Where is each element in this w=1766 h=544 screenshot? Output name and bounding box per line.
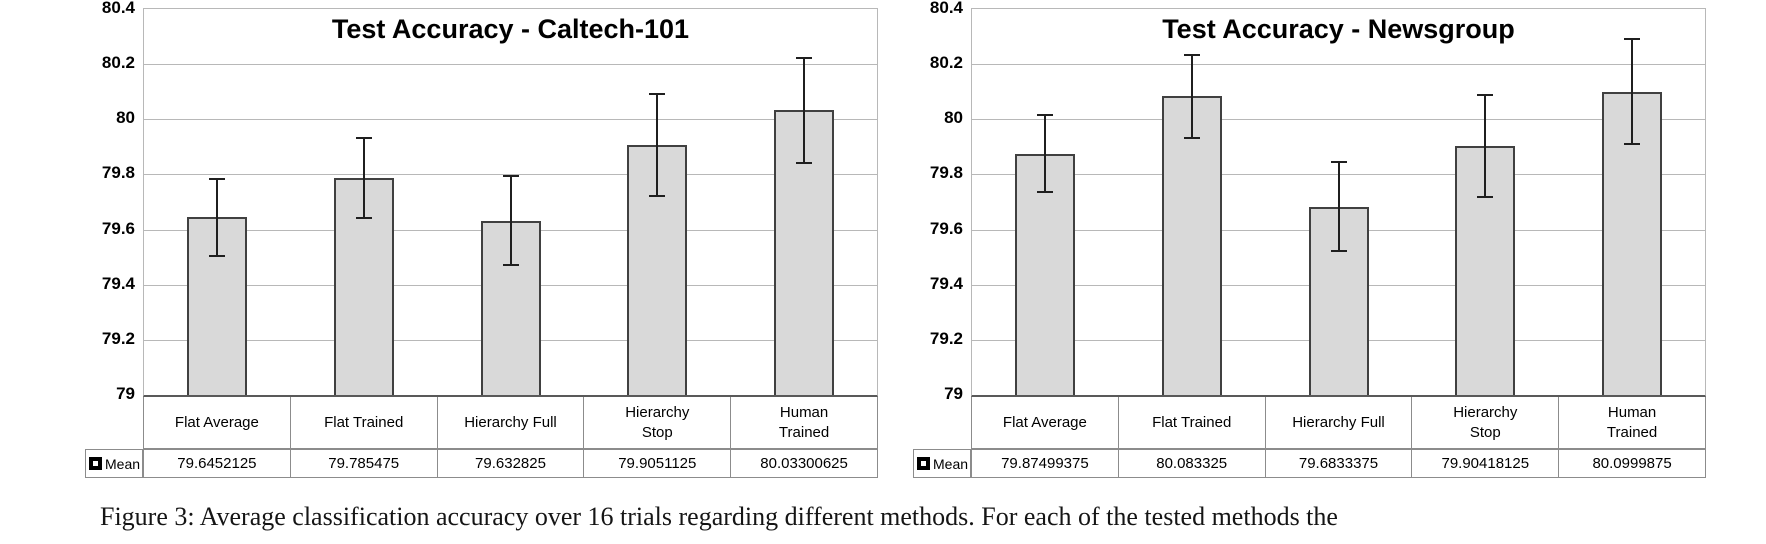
mean-value-cell: 80.03300625 [760,455,848,472]
bar [773,110,834,395]
plot-area [143,8,878,397]
category-label-cell: Flat Average [144,397,291,448]
error-bar [656,94,659,197]
category-label-cell: Hierarchy Stop [1412,397,1560,448]
chart-newsgroup: Test Accuracy - Newsgroup 80.4 80.2 80 79.8… [913,0,1713,482]
mean-value-cell: 79.785475 [291,450,438,477]
y-axis-tick-label: 79.8 [101,163,135,183]
mean-row: 79.6452125 79.785475 79.632825 79.9051125 80… [143,449,878,478]
mean-value-cell: 80.083325 [1119,450,1266,477]
error-bar [216,178,219,256]
error-bar-cap [649,93,666,96]
mean-value-cell: 79.6833375 [1266,450,1413,477]
y-axis-tick-label: 79.2 [101,328,135,348]
category-label-cell: Hierarchy Full [438,397,585,448]
plot-area [971,8,1706,397]
y-axis-tick-label: 79.8 [929,163,963,183]
category-label-cell: Human Trained [1606,404,1658,441]
gridline [972,64,1705,65]
chart-title: Test Accuracy - Newsgroup [1162,14,1515,44]
legend-key-icon [917,457,930,470]
error-bar [1337,162,1340,251]
error-bar-cap [209,177,226,180]
error-bar-cap [1183,136,1200,139]
error-bar [1044,115,1047,193]
mean-value-cell: 79.90418125 [1412,450,1560,477]
error-bar [1484,94,1487,197]
error-bar-cap [1330,161,1347,164]
bar [1161,96,1222,395]
error-bar-cap [1183,53,1200,56]
category-label-cell: Flat Trained [291,397,438,448]
y-axis-tick-label: 80.4 [101,0,135,17]
y-axis: 80.4 80.2 80 79.8 79.6 79.4 79.2 79 [913,0,963,403]
legend-key-inner [93,461,98,466]
y-axis-tick-label: 79.6 [929,218,963,238]
error-bar-cap [1037,191,1054,194]
legend-label: Mean [933,455,969,472]
mean-row: 79.87499375 80.083325 79.6833375 79.9041812… [971,449,1706,478]
gridline [972,119,1705,120]
charts-row: Test Accuracy - Caltech-101 80.4 80.2 80 79… [85,0,1713,482]
category-label-cell: Human Trained [778,404,830,441]
legend-key-inner [921,461,926,466]
mean-value-cell: 79.632825 [438,450,585,477]
gridline [144,119,877,120]
error-bar [1630,39,1633,145]
bar [1455,145,1516,395]
mean-value-cell: 80.0999875 [1592,455,1672,472]
error-bar-cap [355,137,372,140]
y-axis-tick-label: 79 [944,384,963,403]
error-bar-cap [795,56,812,59]
y-axis: 80.4 80.2 80 79.8 79.6 79.4 79.2 79 [85,0,135,403]
gridline [144,64,877,65]
error-bar [1190,54,1193,138]
error-bar [802,57,805,163]
bar [1308,206,1369,395]
figure-caption: Figure 3: Average classification accurac… [100,502,1338,531]
error-bar-cap [1477,195,1494,198]
category-label-cell: Flat Trained [1119,397,1266,448]
error-bar-cap [502,175,519,178]
error-bar-cap [1623,38,1640,41]
error-bar-cap [209,254,226,257]
category-label-cell: Hierarchy Full [1266,397,1413,448]
y-axis-tick-label: 80.2 [929,53,963,73]
category-axis: Flat Average Flat Trained Hierarchy Full Hi… [143,397,878,449]
y-axis-tick-label: 79.6 [101,218,135,238]
category-axis: Flat Average Flat Trained Hierarchy Full Hi… [971,397,1706,449]
category-label-cell: Flat Average [972,397,1119,448]
y-axis-tick-label: 80.2 [101,53,135,73]
error-bar-cap [1330,249,1347,252]
y-axis-tick-label: 80.4 [929,0,963,17]
chart-caltech101: Test Accuracy - Caltech-101 80.4 80.2 80 79… [85,0,885,482]
error-bar [362,138,365,219]
y-axis-tick-label: 80 [116,108,135,128]
error-bar-cap [795,161,812,164]
y-axis-tick-label: 79.4 [101,273,135,293]
y-axis-tick-label: 79.2 [929,328,963,348]
legend-label: Mean [105,455,141,472]
mean-value-cell: 79.87499375 [972,450,1119,477]
legend-cell: Mean [913,449,971,478]
y-axis-tick-label: 80 [944,108,963,128]
error-bar-cap [502,263,519,266]
y-axis-tick-label: 79.4 [929,273,963,293]
gridline [144,174,877,175]
bar [1015,153,1076,395]
category-label-cell: Hierarchy Stop [584,397,732,448]
y-axis-tick-label: 79 [116,384,135,403]
error-bar-cap [1037,114,1054,117]
error-bar-cap [1623,143,1640,146]
mean-value-cell: 79.9051125 [584,450,732,477]
mean-value-cell: 79.6452125 [144,450,291,477]
error-bar-cap [649,195,666,198]
error-bar [509,176,512,265]
legend-key-icon [89,457,102,470]
chart-title: Test Accuracy - Caltech-101 [331,14,690,44]
error-bar-cap [1477,93,1494,96]
legend-cell: Mean [85,449,143,478]
error-bar-cap [355,217,372,220]
